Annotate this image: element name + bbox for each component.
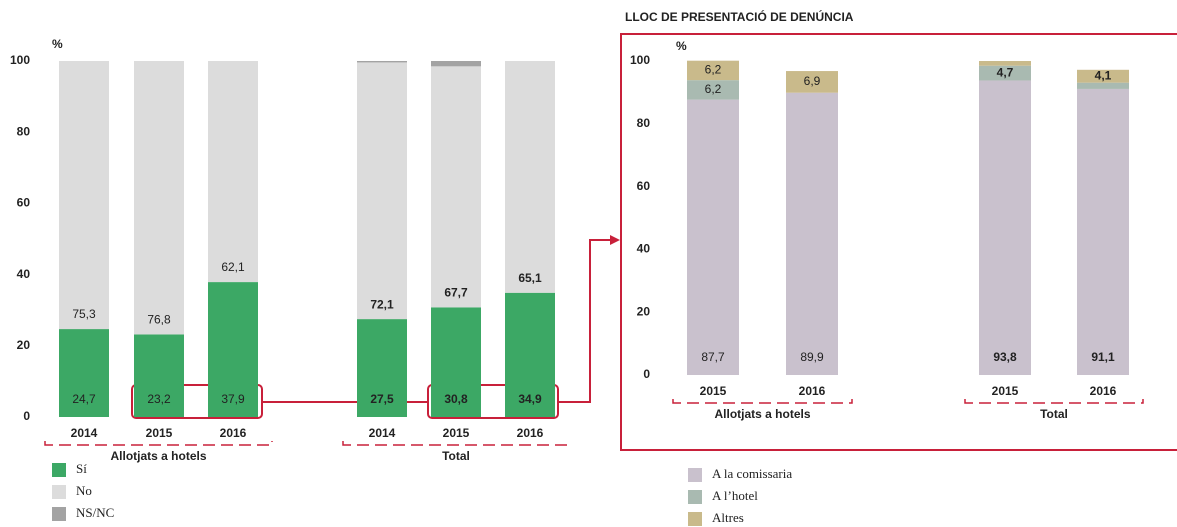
data-label: 76,8 (147, 313, 171, 327)
data-label: 34,9 (518, 392, 542, 406)
data-label: 23,2 (147, 392, 171, 406)
x-tick-label: 2015 (992, 384, 1019, 398)
x-tick-label: 2015 (700, 384, 727, 398)
bar-segment (505, 292, 555, 417)
bar-segment (357, 319, 407, 417)
y-tick-label: 100 (630, 53, 650, 67)
y-tick-label: 60 (637, 179, 651, 193)
x-tick-label: 2016 (220, 426, 247, 440)
data-label: 6,2 (705, 63, 722, 77)
x-tick-label: 2016 (799, 384, 826, 398)
y-tick-label: 20 (637, 304, 651, 318)
x-tick-label: 2015 (443, 426, 470, 440)
data-label: 75,3 (72, 307, 96, 321)
bar-segment (979, 80, 1031, 375)
data-label: 89,9 (800, 350, 824, 364)
data-label: 62,1 (221, 260, 245, 274)
bar-segment (979, 61, 1031, 66)
x-tick-label: 2014 (369, 426, 396, 440)
bar-segment (786, 71, 838, 93)
y-tick-label: 80 (17, 124, 31, 138)
legend-swatch (52, 463, 66, 477)
group-bracket (342, 441, 570, 446)
group-bracket (672, 399, 853, 404)
x-tick-label: 2016 (1090, 384, 1117, 398)
data-label: 4,1 (1095, 68, 1112, 82)
y-tick-label: 60 (17, 196, 31, 210)
group-label: Allotjats a hotels (714, 407, 810, 421)
group-label: Allotjats a hotels (110, 449, 206, 463)
y-tick-label: 20 (17, 338, 31, 352)
data-label: 87,7 (701, 350, 725, 364)
bar-segment (59, 329, 109, 417)
y-tick-label: 40 (17, 267, 31, 281)
x-tick-label: 2015 (146, 426, 173, 440)
y-axis-label: % (676, 39, 687, 53)
group-label: Total (1040, 407, 1068, 421)
bar-segment (687, 99, 739, 375)
highlight-frame (620, 33, 1177, 451)
legend-label: NS/NC (76, 505, 114, 520)
data-label: 67,7 (444, 286, 468, 300)
bar-segment (431, 61, 481, 67)
bar-segment (431, 307, 481, 417)
legend-label: Altres (712, 510, 744, 525)
legend-label: A la comissaria (712, 466, 792, 481)
data-label: 72,1 (370, 297, 394, 311)
data-label: 27,5 (370, 392, 394, 406)
bar-segment (979, 65, 1031, 81)
connector (558, 239, 612, 403)
bar-segment (134, 334, 184, 417)
legend-swatch (52, 507, 66, 521)
group-bracket (964, 399, 1144, 404)
y-tick-label: 80 (637, 116, 651, 130)
data-label: 91,1 (1091, 350, 1115, 364)
bar-segment (505, 61, 555, 293)
arrow-head (610, 235, 620, 245)
legend-swatch (688, 490, 702, 504)
y-axis-label: % (52, 37, 63, 51)
group-label: Total (442, 449, 470, 463)
legend-swatch (688, 468, 702, 482)
data-label: 24,7 (72, 392, 96, 406)
chart-title: LLOC DE PRESENTACIÓ DE DENÚNCIA (625, 9, 854, 24)
legend-label: Sí (76, 461, 87, 476)
y-tick-label: 40 (637, 242, 651, 256)
x-tick-label: 2016 (517, 426, 544, 440)
y-tick-label: 100 (10, 53, 30, 67)
data-label: 6,9 (804, 74, 821, 88)
bar-segment (1077, 88, 1129, 376)
bar-segment (431, 66, 481, 308)
bar-segment (208, 282, 258, 417)
x-tick-label: 2014 (71, 426, 98, 440)
y-tick-label: 0 (643, 367, 650, 381)
bar-segment (1077, 69, 1129, 83)
bar-segment (208, 61, 258, 283)
bar-segment (1077, 82, 1129, 89)
bar-segment (357, 61, 407, 63)
bar-segment (357, 62, 407, 320)
legend-label: A l’hotel (712, 488, 758, 503)
legend-swatch (52, 485, 66, 499)
legend-label: No (76, 483, 92, 498)
data-label: 6,2 (705, 82, 722, 96)
data-label: 93,8 (993, 350, 1017, 364)
data-label: 30,8 (444, 392, 468, 406)
bar-segment (687, 80, 739, 100)
y-tick-label: 0 (23, 409, 30, 423)
bar-segment (134, 61, 184, 335)
group-bracket (44, 441, 273, 446)
data-label: 37,9 (221, 392, 245, 406)
legend-swatch (688, 512, 702, 526)
bar-segment (786, 92, 838, 376)
data-label: 65,1 (518, 271, 542, 285)
bar-segment (59, 61, 109, 330)
bar-segment (687, 60, 739, 81)
data-label: 4,7 (997, 65, 1014, 79)
